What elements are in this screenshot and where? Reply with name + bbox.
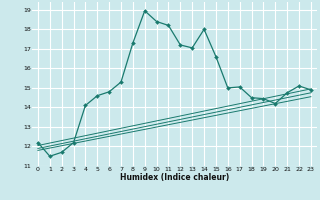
X-axis label: Humidex (Indice chaleur): Humidex (Indice chaleur) [120,173,229,182]
